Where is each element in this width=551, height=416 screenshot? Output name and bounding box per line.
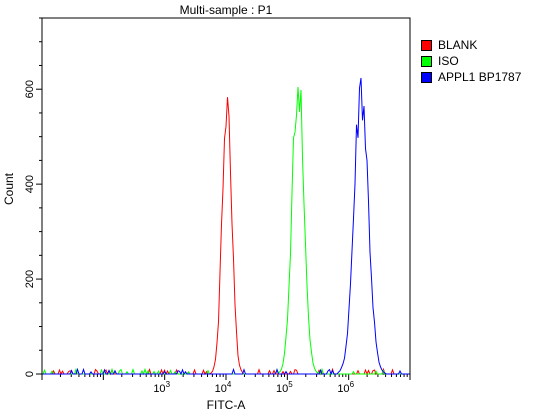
y-tick-label: 400 [24,175,36,193]
x-tick-label: 104 [215,380,232,395]
legend-label-iso: ISO [438,54,459,68]
legend-item-appl1: APPL1 BP1787 [421,71,521,87]
x-tick-label: 103 [153,380,170,395]
y-axis-label: Count [2,172,16,205]
legend-swatch-blue [421,72,432,83]
legend-label-appl1: APPL1 BP1787 [438,70,522,84]
legend: BLANK ISO APPL1 BP1787 [421,39,521,87]
y-tick-label: 0 [24,371,36,377]
series-0-histogram [43,97,409,376]
legend-item-blank: BLANK [421,39,521,55]
y-tick-label: 600 [24,80,36,98]
y-tick-label: 200 [24,270,36,288]
x-tick-label: 106 [337,380,354,395]
x-tick-label: 105 [276,380,293,395]
legend-label-blank: BLANK [438,38,478,52]
x-axis-label: FITC-A [206,398,246,412]
series-2-histogram [43,77,409,376]
chart-title: Multi-sample : P1 [179,3,273,17]
legend-item-iso: ISO [421,55,521,71]
legend-swatch-red [421,40,432,51]
legend-swatch-green [421,56,432,67]
